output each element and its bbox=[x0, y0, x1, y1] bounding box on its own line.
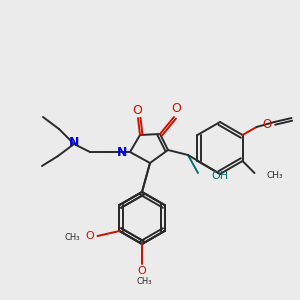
Text: O: O bbox=[262, 118, 272, 130]
Text: O: O bbox=[171, 103, 181, 116]
Text: OH: OH bbox=[211, 171, 228, 181]
Text: N: N bbox=[69, 136, 79, 149]
Text: CH₃: CH₃ bbox=[136, 277, 152, 286]
Text: O: O bbox=[138, 266, 146, 276]
Text: O: O bbox=[86, 231, 94, 241]
Text: N: N bbox=[117, 146, 127, 158]
Text: CH₃: CH₃ bbox=[266, 170, 283, 179]
Text: CH₃: CH₃ bbox=[65, 233, 80, 242]
Text: O: O bbox=[132, 103, 142, 116]
